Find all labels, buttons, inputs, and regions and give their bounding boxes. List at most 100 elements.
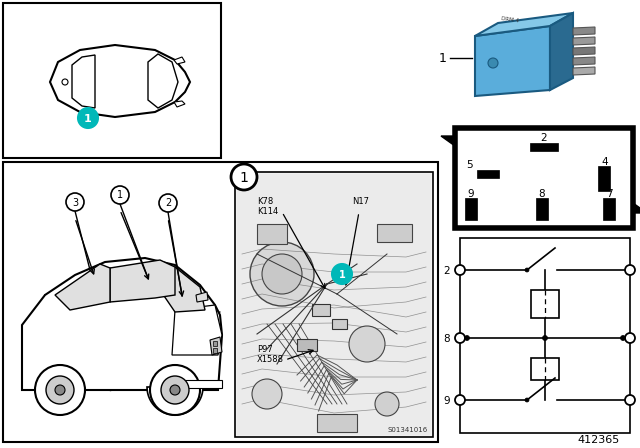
- Circle shape: [111, 186, 129, 204]
- Polygon shape: [573, 47, 595, 55]
- Polygon shape: [174, 101, 185, 107]
- Circle shape: [159, 194, 177, 212]
- Circle shape: [375, 392, 399, 416]
- Polygon shape: [210, 337, 222, 355]
- Circle shape: [455, 265, 465, 275]
- Circle shape: [621, 336, 625, 340]
- Bar: [465, 198, 477, 220]
- Text: 412365: 412365: [578, 435, 620, 445]
- Text: 3: 3: [72, 198, 78, 207]
- Polygon shape: [573, 67, 595, 75]
- Circle shape: [525, 398, 529, 402]
- Text: 9: 9: [468, 189, 474, 199]
- Polygon shape: [573, 57, 595, 65]
- Text: S01341016: S01341016: [388, 427, 428, 433]
- Circle shape: [525, 268, 529, 272]
- Text: 1: 1: [84, 113, 92, 124]
- Polygon shape: [160, 267, 205, 312]
- Bar: [536, 198, 548, 220]
- Polygon shape: [573, 37, 595, 45]
- Circle shape: [488, 58, 498, 68]
- Bar: [213, 341, 217, 346]
- Polygon shape: [174, 57, 185, 64]
- Text: 1: 1: [439, 52, 447, 65]
- Bar: [455, 128, 633, 228]
- Bar: [531, 358, 559, 380]
- Bar: [170, 380, 222, 388]
- Polygon shape: [573, 27, 595, 35]
- Text: K114: K114: [257, 207, 278, 216]
- Polygon shape: [22, 258, 222, 390]
- Polygon shape: [110, 260, 175, 302]
- Circle shape: [35, 365, 85, 415]
- Circle shape: [625, 265, 635, 275]
- Text: P97: P97: [257, 345, 273, 353]
- Bar: [598, 166, 610, 191]
- Text: 1: 1: [117, 190, 123, 201]
- Circle shape: [170, 385, 180, 395]
- Polygon shape: [147, 387, 203, 415]
- Polygon shape: [550, 13, 573, 90]
- Circle shape: [250, 242, 314, 306]
- Text: DRM 4: DRM 4: [501, 16, 519, 24]
- Text: 7: 7: [605, 189, 612, 199]
- Bar: [531, 290, 559, 318]
- Circle shape: [349, 326, 385, 362]
- Polygon shape: [148, 54, 178, 108]
- Text: 8: 8: [444, 333, 451, 344]
- Bar: [332, 319, 347, 329]
- Circle shape: [66, 193, 84, 211]
- Text: N17: N17: [352, 197, 369, 206]
- Text: X1588: X1588: [257, 356, 284, 365]
- Circle shape: [150, 365, 200, 415]
- Polygon shape: [441, 136, 455, 146]
- Bar: [213, 348, 217, 353]
- Text: 1: 1: [339, 270, 346, 280]
- Circle shape: [62, 79, 68, 85]
- Polygon shape: [55, 264, 110, 310]
- Bar: [312, 304, 330, 316]
- Text: K78: K78: [257, 197, 273, 206]
- Polygon shape: [633, 203, 640, 213]
- Text: 8: 8: [539, 189, 545, 199]
- Circle shape: [46, 376, 74, 404]
- Circle shape: [543, 336, 547, 340]
- Circle shape: [625, 333, 635, 343]
- Bar: [257, 224, 287, 244]
- Bar: [235, 172, 433, 437]
- Circle shape: [231, 164, 257, 190]
- Bar: [603, 198, 615, 220]
- Polygon shape: [196, 292, 208, 302]
- Bar: [377, 224, 412, 242]
- Bar: [237, 174, 431, 435]
- Bar: [3, 3, 221, 158]
- Circle shape: [332, 264, 352, 284]
- Polygon shape: [475, 26, 550, 96]
- Polygon shape: [475, 13, 573, 36]
- Text: 2: 2: [165, 198, 171, 208]
- Circle shape: [455, 395, 465, 405]
- Circle shape: [455, 333, 465, 343]
- Bar: [3, 162, 438, 442]
- Text: 2: 2: [444, 266, 451, 276]
- Polygon shape: [172, 305, 222, 355]
- Text: 4: 4: [602, 157, 608, 167]
- Circle shape: [55, 385, 65, 395]
- Bar: [317, 414, 357, 432]
- Polygon shape: [50, 45, 190, 117]
- Circle shape: [625, 395, 635, 405]
- Circle shape: [465, 336, 470, 340]
- Bar: [530, 143, 558, 151]
- Circle shape: [78, 108, 98, 128]
- Text: 2: 2: [541, 133, 547, 143]
- Polygon shape: [72, 55, 95, 108]
- Text: 9: 9: [444, 396, 451, 405]
- Circle shape: [252, 379, 282, 409]
- Circle shape: [262, 254, 302, 294]
- Circle shape: [161, 376, 189, 404]
- Bar: [477, 170, 499, 178]
- Text: 5: 5: [467, 160, 473, 170]
- Bar: [297, 339, 317, 351]
- Bar: [460, 238, 630, 433]
- Text: 1: 1: [239, 171, 248, 185]
